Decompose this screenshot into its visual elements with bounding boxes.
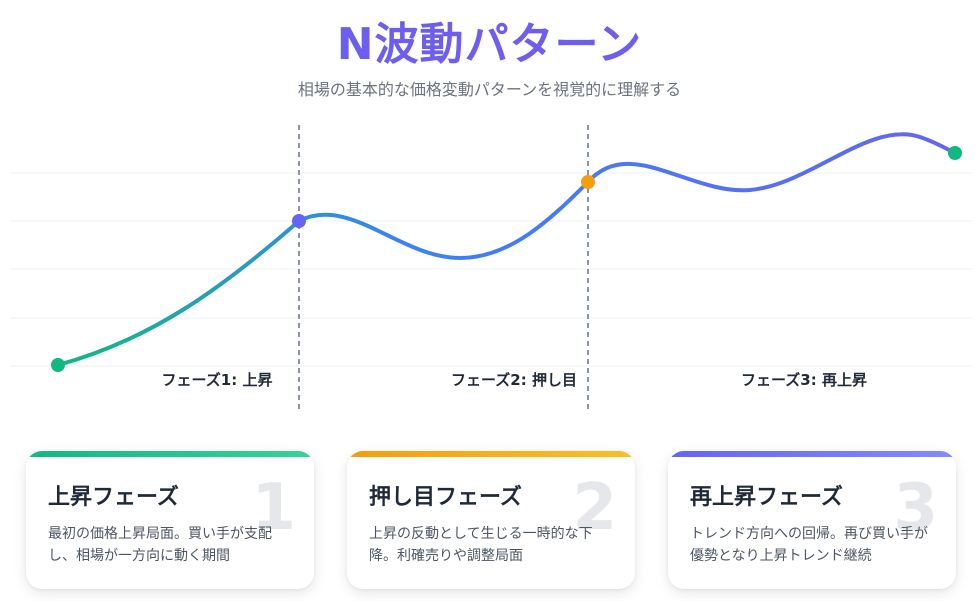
- card-accent-bar: [26, 451, 314, 457]
- card-accent-bar: [668, 451, 956, 457]
- phase-card-2: 2 押し目フェーズ 上昇の反動として生じる一時的な下降。利確売りや調整局面: [347, 451, 635, 589]
- wave-line: [56, 132, 957, 367]
- card-number: 3: [893, 471, 938, 545]
- card-title: 上昇フェーズ: [48, 485, 179, 510]
- peak-point: [292, 214, 306, 228]
- page-subtitle: 相場の基本的な価格変動パターンを視覚的に理解する: [297, 80, 682, 99]
- pullback-point: [581, 175, 595, 189]
- phase-card-3: 3 再上昇フェーズ トレンド方向への回帰。再び買い手が優勢となり上昇トレンド継続: [668, 451, 956, 589]
- card-number: 1: [251, 471, 296, 545]
- n-wave-diagram: フェーズ1: 上昇 フェーズ2: 押し目 フェーズ3: 再上昇: [10, 125, 972, 410]
- phase-card-1: 1 上昇フェーズ 最初の価格上昇局面。買い手が支配し、相場が一方向に動く期間: [26, 451, 314, 589]
- grid-lines: [10, 172, 972, 367]
- card-title: 再上昇フェーズ: [690, 485, 843, 510]
- card-description: 上昇の反動として生じる一時的な下降。利確売りや調整局面: [369, 526, 593, 564]
- phase-label-2: フェーズ2: 押し目: [451, 371, 577, 389]
- card-description: トレンド方向への回帰。再び買い手が優勢となり上昇トレンド継続: [690, 526, 928, 564]
- card-number: 2: [572, 471, 617, 545]
- end-point: [948, 146, 962, 160]
- page-title: N波動パターン: [336, 19, 643, 70]
- phase-label-1: フェーズ1: 上昇: [162, 371, 273, 389]
- card-description: 最初の価格上昇局面。買い手が支配し、相場が一方向に動く期間: [48, 526, 272, 564]
- phase-label-3: フェーズ3: 再上昇: [741, 371, 867, 389]
- start-point: [51, 358, 65, 372]
- card-title: 押し目フェーズ: [369, 485, 522, 510]
- card-accent-bar: [347, 451, 635, 457]
